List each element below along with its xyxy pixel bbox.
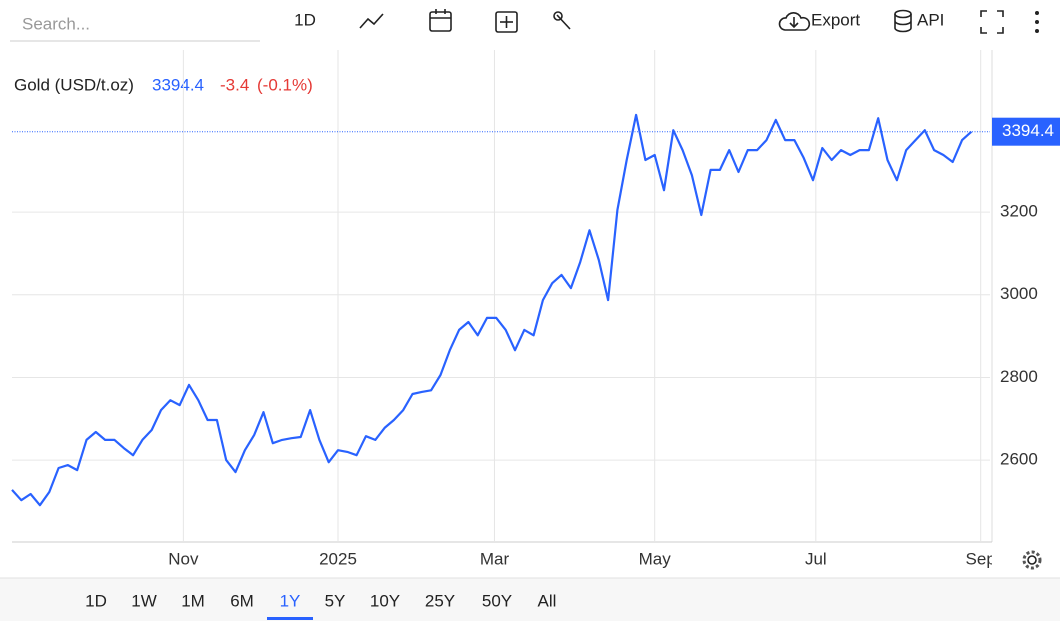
search-placeholder: Search... <box>22 14 90 33</box>
instrument-name: Gold (USD/t.oz) <box>14 75 134 94</box>
export-label: Export <box>811 10 860 29</box>
range-button[interactable]: All <box>538 591 557 610</box>
settings-wrench-icon[interactable] <box>553 11 571 30</box>
last-price-tag-label: 3394.4 <box>1002 121 1054 140</box>
api-button[interactable]: API <box>894 9 944 33</box>
range-button[interactable]: 6M <box>230 591 254 610</box>
x-tick-label: May <box>639 549 672 568</box>
chart-header: Gold (USD/t.oz) 3394.4 -3.4 (-0.1%) <box>14 75 313 94</box>
range-button[interactable]: 1Y <box>280 591 301 610</box>
y-tick-label: 3200 <box>1000 202 1038 221</box>
y-tick-label: 3000 <box>1000 284 1038 303</box>
chart-type-icon[interactable] <box>359 13 384 29</box>
price-change-pct: (-0.1%) <box>257 75 313 94</box>
fullscreen-icon[interactable] <box>980 10 1004 34</box>
x-tick-label: Nov <box>168 549 199 568</box>
export-button[interactable]: Export <box>778 10 860 31</box>
compare-icon[interactable] <box>495 11 518 33</box>
range-button[interactable]: 1D <box>85 591 107 610</box>
range-button[interactable]: 1M <box>181 591 205 610</box>
range-selected-underline <box>267 617 313 620</box>
x-tick-label: Jul <box>805 549 827 568</box>
y-tick-label: 2800 <box>1000 367 1038 386</box>
y-tick-label: 2600 <box>1000 450 1038 469</box>
interval-button[interactable]: 1D <box>294 10 316 29</box>
price-change: -3.4 <box>220 75 249 94</box>
last-price: 3394.4 <box>152 75 204 94</box>
x-tick-label: Mar <box>480 549 510 568</box>
range-button[interactable]: 1W <box>131 591 157 610</box>
gear-icon[interactable] <box>1022 550 1042 570</box>
x-tick-label: 2025 <box>319 549 357 568</box>
range-button[interactable]: 10Y <box>370 591 400 610</box>
range-button[interactable]: 50Y <box>482 591 512 610</box>
more-menu[interactable] <box>1035 11 1039 33</box>
range-button[interactable]: 25Y <box>425 591 455 610</box>
last-price-tag <box>992 117 1060 146</box>
search-box[interactable]: Search... <box>10 14 260 42</box>
range-button[interactable]: 5Y <box>325 591 346 610</box>
range-bar <box>0 578 1060 621</box>
api-label: API <box>917 10 944 29</box>
x-tick-label: Sep <box>966 549 996 568</box>
calendar-icon[interactable] <box>429 9 452 32</box>
price-line <box>11 113 973 507</box>
